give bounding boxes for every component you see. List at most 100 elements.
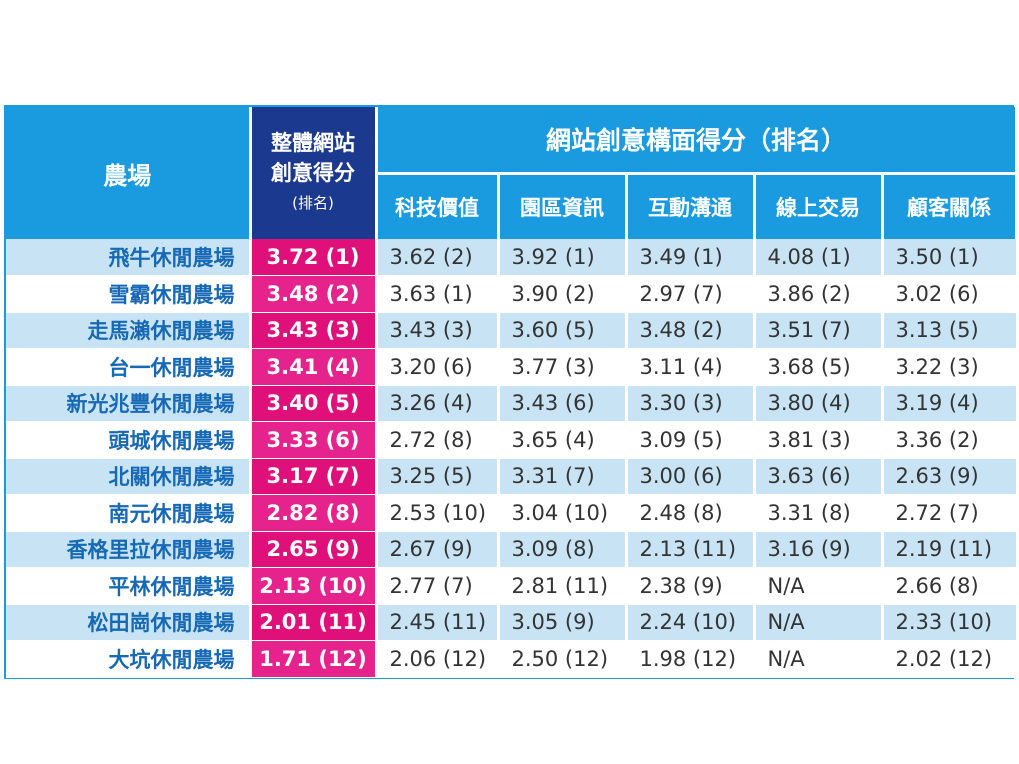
dimension-score-cell: 3.63 (1) <box>376 275 500 313</box>
dimension-score-cell: 3.00 (6) <box>626 458 756 495</box>
dimension-score-cell: 3.43 (6) <box>498 385 628 422</box>
total-header-line1: 整體網站 <box>271 131 355 155</box>
table-row: 松田崗休閒農場 2.01 (11) 2.45 (11) 3.05 (9) 2.24 (1… <box>6 604 1017 641</box>
farm-name-cell: 北關休閒農場 <box>6 458 252 495</box>
dimension-score-cell: 3.65 (4) <box>498 421 628 459</box>
dimension-score-cell: 3.02 (6) <box>882 275 1017 313</box>
dimension-score-cell: 2.38 (9) <box>626 567 756 605</box>
table-row: 南元休閒農場 2.82 (8) 2.53 (10) 3.04 (10) 2.48 (8)… <box>6 494 1017 532</box>
farm-name-cell: 南元休閒農場 <box>6 494 252 532</box>
dimension-score-cell: N/A <box>754 567 884 605</box>
dimension-score-cell: 3.63 (6) <box>754 458 884 495</box>
dimension-score-cell: 3.16 (9) <box>754 531 884 568</box>
farm-name-cell: 走馬瀨休閒農場 <box>6 312 252 349</box>
dimension-score-cell: 3.36 (2) <box>882 421 1017 459</box>
total-score-cell: 2.13 (10) <box>250 567 378 605</box>
total-score-cell: 3.41 (4) <box>250 348 378 386</box>
total-score-cell: 3.33 (6) <box>250 421 378 459</box>
dimension-score-cell: 2.53 (10) <box>376 494 500 532</box>
dimension-header-relationship: 顧客關係 <box>882 171 1018 239</box>
farm-name-cell: 雪霸休閒農場 <box>6 275 252 313</box>
dimension-score-cell: 3.86 (2) <box>754 275 884 313</box>
farm-column-header: 農場 <box>6 107 252 239</box>
dimension-score-cell: 3.31 (7) <box>498 458 628 495</box>
dimension-score-cell: 3.22 (3) <box>882 348 1017 386</box>
dimension-score-cell: 2.13 (11) <box>626 531 756 568</box>
dimension-score-cell: 2.72 (7) <box>882 494 1017 532</box>
dimension-score-cell: 3.11 (4) <box>626 348 756 386</box>
farm-name-cell: 松田崗休閒農場 <box>6 604 252 641</box>
total-score-cell: 2.65 (9) <box>250 531 378 568</box>
dimension-score-cell: 3.05 (9) <box>498 604 628 641</box>
total-score-cell: 3.17 (7) <box>250 458 378 495</box>
farm-name-cell: 頭城休閒農場 <box>6 421 252 459</box>
total-score-cell: 3.43 (3) <box>250 312 378 349</box>
dimension-score-cell: 3.13 (5) <box>882 312 1017 349</box>
dimension-score-cell: 2.63 (9) <box>882 458 1017 495</box>
total-header-line2: 創意得分 <box>271 161 355 185</box>
dimension-score-cell: 3.51 (7) <box>754 312 884 349</box>
table-row: 飛牛休閒農場 3.72 (1) 3.62 (2) 3.92 (1) 3.49 (1) 4.… <box>6 239 1017 276</box>
total-score-cell: 3.72 (1) <box>250 239 378 276</box>
dimension-score-cell: 2.66 (8) <box>882 567 1017 605</box>
dimension-score-cell: 3.90 (2) <box>498 275 628 313</box>
dimension-group-header: 網站創意構面得分（排名） <box>376 107 1018 173</box>
dimension-score-cell: 2.48 (8) <box>626 494 756 532</box>
farm-name-cell: 飛牛休閒農場 <box>6 239 252 276</box>
dimension-score-cell: 3.20 (6) <box>376 348 500 386</box>
dimension-score-cell: N/A <box>754 640 884 678</box>
dimension-score-cell: N/A <box>754 604 884 641</box>
total-header-rank-note: (排名) <box>292 194 334 212</box>
dimension-score-cell: 2.81 (11) <box>498 567 628 605</box>
dimension-score-cell: 3.09 (5) <box>626 421 756 459</box>
dimension-score-cell: 2.97 (7) <box>626 275 756 313</box>
dimension-header-info: 園區資訊 <box>498 171 628 239</box>
total-score-cell: 1.71 (12) <box>250 640 378 678</box>
dimension-score-cell: 3.81 (3) <box>754 421 884 459</box>
dimension-score-cell: 3.68 (5) <box>754 348 884 386</box>
dimension-score-cell: 3.43 (3) <box>376 312 500 349</box>
table-row: 新光兆豐休閒農場 3.40 (5) 3.26 (4) 3.43 (6) 3.30 (3)… <box>6 385 1017 422</box>
dimension-score-cell: 3.60 (5) <box>498 312 628 349</box>
dimension-score-cell: 3.50 (1) <box>882 239 1017 276</box>
farm-name-cell: 香格里拉休閒農場 <box>6 531 252 568</box>
dimension-score-cell: 2.24 (10) <box>626 604 756 641</box>
dimension-score-cell: 2.67 (9) <box>376 531 500 568</box>
dimension-score-cell: 2.19 (11) <box>882 531 1017 568</box>
table-row: 香格里拉休閒農場 2.65 (9) 2.67 (9) 3.09 (8) 2.13 (11… <box>6 531 1017 568</box>
table-row: 大坑休閒農場 1.71 (12) 2.06 (12) 2.50 (12) 1.98 (1… <box>6 640 1017 678</box>
farm-name-cell: 平林休閒農場 <box>6 567 252 605</box>
dimension-score-cell: 3.26 (4) <box>376 385 500 422</box>
dimension-score-cell: 2.33 (10) <box>882 604 1017 641</box>
score-table: 農場 整體網站 創意得分 (排名) 網站創意構面得分（排名） 科技價值 園區資訊… <box>6 107 1018 678</box>
dimension-score-cell: 3.49 (1) <box>626 239 756 276</box>
dimension-score-cell: 1.98 (12) <box>626 640 756 678</box>
total-score-cell: 2.01 (11) <box>250 604 378 641</box>
dimension-score-cell: 2.02 (12) <box>882 640 1017 678</box>
table-row: 北關休閒農場 3.17 (7) 3.25 (5) 3.31 (7) 3.00 (6) 3.… <box>6 458 1017 495</box>
farm-name-cell: 新光兆豐休閒農場 <box>6 385 252 422</box>
dimension-header-transaction: 線上交易 <box>754 171 884 239</box>
farm-name-cell: 台一休閒農場 <box>6 348 252 386</box>
dimension-score-cell: 3.31 (8) <box>754 494 884 532</box>
table-body: 飛牛休閒農場 3.72 (1) 3.62 (2) 3.92 (1) 3.49 (1) 4.… <box>6 239 1017 678</box>
table-row: 平林休閒農場 2.13 (10) 2.77 (7) 2.81 (11) 2.38 (9)… <box>6 567 1017 605</box>
farm-name-cell: 大坑休閒農場 <box>6 640 252 678</box>
dimension-score-cell: 2.45 (11) <box>376 604 500 641</box>
dimension-score-cell: 2.06 (12) <box>376 640 500 678</box>
table-row: 台一休閒農場 3.41 (4) 3.20 (6) 3.77 (3) 3.11 (4) 3.… <box>6 348 1017 386</box>
dimension-score-cell: 3.30 (3) <box>626 385 756 422</box>
dimension-score-cell: 3.19 (4) <box>882 385 1017 422</box>
dimension-score-cell: 3.62 (2) <box>376 239 500 276</box>
dimension-score-cell: 2.72 (8) <box>376 421 500 459</box>
total-score-header: 整體網站 創意得分 (排名) <box>250 107 378 239</box>
table-row: 頭城休閒農場 3.33 (6) 2.72 (8) 3.65 (4) 3.09 (5) 3.… <box>6 421 1017 459</box>
dimension-score-cell: 3.04 (10) <box>498 494 628 532</box>
dimension-header-interaction: 互動溝通 <box>626 171 756 239</box>
dimension-score-cell: 3.77 (3) <box>498 348 628 386</box>
dimension-score-cell: 3.80 (4) <box>754 385 884 422</box>
dimension-score-cell: 2.50 (12) <box>498 640 628 678</box>
dimension-score-cell: 3.25 (5) <box>376 458 500 495</box>
score-table-container: 農場 整體網站 創意得分 (排名) 網站創意構面得分（排名） 科技價值 園區資訊… <box>4 105 1018 679</box>
dimension-header-tech: 科技價值 <box>376 171 500 239</box>
